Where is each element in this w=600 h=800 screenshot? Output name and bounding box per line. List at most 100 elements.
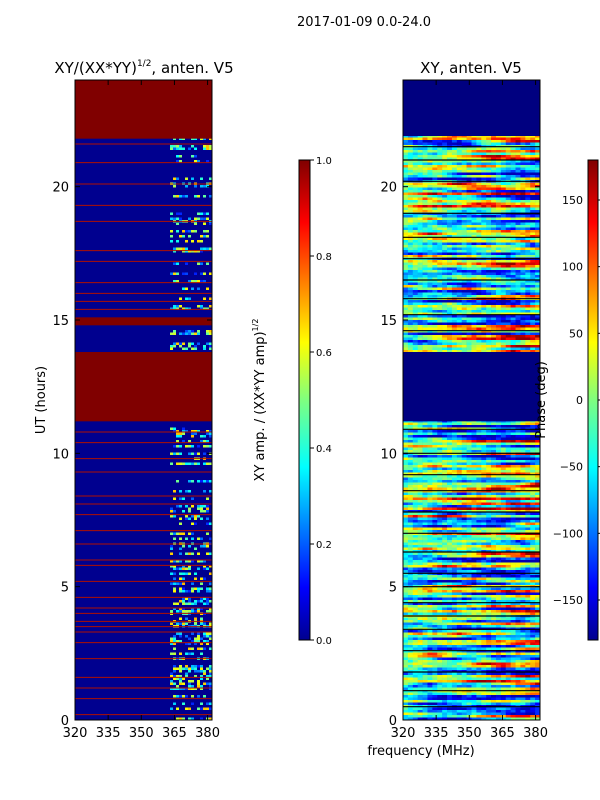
heatmap-cell xyxy=(530,252,536,255)
heatmap-cell xyxy=(437,230,443,233)
heatmap-cell xyxy=(510,240,516,243)
heatmap-cell xyxy=(471,265,477,268)
heatmap-cell xyxy=(427,255,433,258)
heatmap-cell xyxy=(456,302,463,305)
heatmap-cell xyxy=(535,215,540,218)
heatmap-cell xyxy=(447,285,453,288)
heatmap-cell xyxy=(173,582,177,585)
heatmap-cell xyxy=(191,532,195,535)
heatmap-cell xyxy=(500,260,507,263)
heatmap-cell xyxy=(456,240,463,243)
heatmap-cell xyxy=(200,647,204,650)
heatmap-cell xyxy=(486,172,492,175)
heatmap-cell xyxy=(447,222,453,225)
heatmap-cell xyxy=(481,147,487,150)
heatmap-cell xyxy=(510,160,516,163)
heatmap-cell xyxy=(185,672,189,675)
heatmap-cell xyxy=(437,215,443,218)
heatmap-cell xyxy=(451,312,458,315)
heatmap-cell xyxy=(447,295,453,298)
heatmap-cell xyxy=(179,670,183,673)
heatmap-cell xyxy=(407,342,414,345)
heatmap-cell xyxy=(495,170,502,173)
heatmap-cell xyxy=(188,510,192,513)
heatmap-cell xyxy=(191,647,195,650)
heatmap-cell xyxy=(535,307,540,310)
heatmap-cell xyxy=(495,317,502,320)
heatmap-cell xyxy=(451,222,458,225)
heatmap-cell xyxy=(447,425,453,428)
heatmap-cell xyxy=(525,295,531,298)
heatmap-cell xyxy=(176,707,180,710)
heatmap-cell xyxy=(505,292,511,295)
heatmap-cell xyxy=(427,207,433,210)
heatmap-cell xyxy=(170,427,174,430)
heatmap-cell xyxy=(476,195,482,198)
heatmap-cell xyxy=(182,440,186,443)
heatmap-cell xyxy=(500,205,507,208)
heatmap-cell xyxy=(486,207,492,210)
heatmap-cell xyxy=(495,200,502,203)
heatmap-cell xyxy=(437,170,443,173)
heatmap-cell xyxy=(432,267,438,270)
heatmap-cell xyxy=(437,165,443,168)
heatmap-cell xyxy=(491,327,497,330)
heatmap-cell xyxy=(170,307,174,310)
heatmap-cell xyxy=(461,325,467,328)
heatmap-cell xyxy=(505,260,511,263)
heatmap-cell xyxy=(505,435,511,438)
heatmap-cell xyxy=(191,607,195,610)
heatmap-cell xyxy=(197,695,201,698)
heatmap-cell xyxy=(200,687,204,690)
heatmap-cell xyxy=(403,340,409,343)
heatmap-cell xyxy=(476,252,482,255)
heatmap-cell xyxy=(403,155,409,158)
heatmap-cell xyxy=(505,230,511,233)
heatmap-cell xyxy=(407,347,414,350)
heatmap-cell xyxy=(412,172,418,175)
heatmap-cell xyxy=(530,280,536,283)
heatmap-cell xyxy=(437,310,443,313)
heatmap-cell xyxy=(407,255,414,258)
heatmap-cell xyxy=(486,235,492,238)
heatmap-cell xyxy=(505,195,511,198)
heatmap-cell xyxy=(530,345,536,348)
heatmap-cell xyxy=(417,245,423,248)
heatmap-cell xyxy=(422,432,428,435)
heatmap-cell xyxy=(495,422,502,425)
heatmap-cell xyxy=(481,302,487,305)
heatmap-cell xyxy=(451,202,458,205)
heatmap-cell xyxy=(185,287,189,290)
heatmap-cell xyxy=(530,207,536,210)
heatmap-cell xyxy=(535,242,540,245)
heatmap-cell xyxy=(515,432,521,435)
heatmap-cell xyxy=(525,332,531,335)
heatmap-cell xyxy=(461,305,467,308)
heatmap-cell xyxy=(525,260,531,263)
heatmap-cell xyxy=(412,215,418,218)
heatmap-cell xyxy=(185,537,189,540)
heatmap-cell xyxy=(170,610,174,613)
heatmap-cell xyxy=(491,147,497,150)
heatmap-cell xyxy=(486,287,492,290)
heatmap-cell xyxy=(422,255,428,258)
heatmap-cell xyxy=(466,282,472,285)
heatmap-cell xyxy=(417,192,423,195)
heatmap-cell xyxy=(442,232,448,235)
heatmap-cell xyxy=(476,310,482,313)
heatmap-cell xyxy=(510,170,516,173)
heatmap-cell xyxy=(461,175,467,178)
heatmap-cell xyxy=(200,235,204,238)
heatmap-cell xyxy=(530,422,536,425)
heatmap-cell xyxy=(510,152,516,155)
heatmap-cell xyxy=(437,285,443,288)
heatmap-cell xyxy=(417,280,423,283)
heatmap-cell xyxy=(206,440,210,443)
heatmap-cell xyxy=(505,295,511,298)
heatmap-cell xyxy=(535,207,540,210)
heatmap-cell xyxy=(500,437,507,440)
heatmap-cell xyxy=(194,432,198,435)
heatmap-cell xyxy=(505,192,511,195)
heatmap-cell xyxy=(179,537,183,540)
heatmap-cell xyxy=(481,177,487,180)
